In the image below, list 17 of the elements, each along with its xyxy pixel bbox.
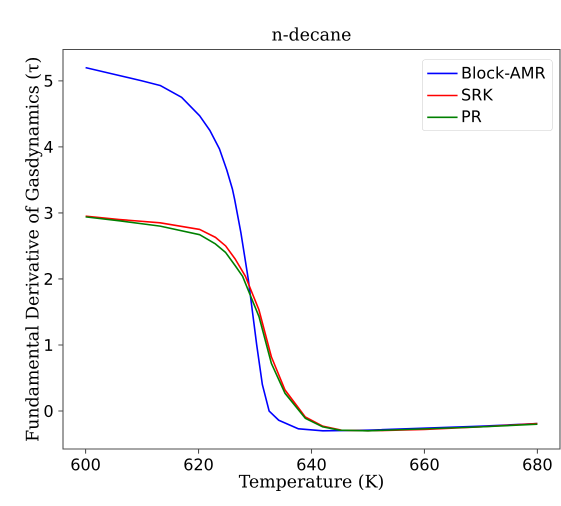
x-tick-label: 620 [184,458,213,470]
x-tick-label: 600 [71,458,100,470]
chart-title: n-decane [272,27,351,41]
x-tick-label: 640 [297,458,326,470]
x-axis-title: Temperature (K) [238,474,383,492]
y-tick-label: 2 [44,273,52,285]
y-tick-label: 4 [44,141,53,153]
x-tick-label: 680 [523,458,552,470]
legend-label: Block-AMR [462,66,546,79]
x-tick-label: 660 [410,458,439,470]
y-tick-label: 0 [44,404,53,418]
y-tick-label: 5 [44,74,52,87]
y-tick-label: 3 [44,206,52,219]
legend-label: SRK [462,88,494,101]
legend-label: PR [462,110,482,122]
y-axis-title: Fundamental Derivative of Gasdynamics (τ) [25,58,42,441]
y-tick-label: 1 [45,339,52,351]
